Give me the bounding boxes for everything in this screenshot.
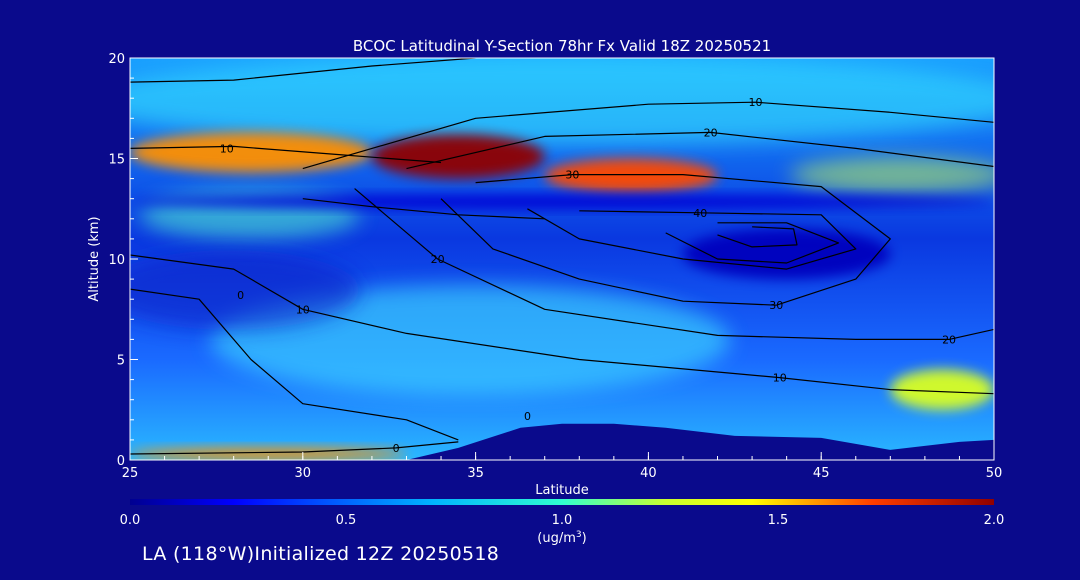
contour-line-10	[665, 222, 840, 264]
heat-feature-3	[130, 194, 994, 209]
x-tick-label: 45	[813, 466, 830, 481]
heat-feature-2	[544, 158, 718, 193]
x-axis: 25 30 35 40 45 50	[122, 452, 1003, 481]
contour-label: 10	[773, 372, 787, 385]
y-axis: 0 5 10 15 20	[108, 52, 138, 469]
colorbar-ticks: 0.0 0.5 1.0 1.5 2.0	[120, 513, 1005, 528]
colorbar-unit-part2: )	[582, 531, 587, 546]
heat-feature-6	[682, 228, 891, 280]
contour-label: 20	[942, 333, 956, 346]
x-tick-label: 35	[467, 466, 484, 481]
colorbar-tick-label: 2.0	[984, 513, 1005, 528]
footer-note: LA (118°W)Initialized 12Z 20250518	[142, 543, 500, 565]
contour-line-11	[717, 226, 798, 248]
contour-label: 40	[693, 207, 707, 220]
contour-line-5	[302, 101, 994, 170]
colorbar-unit-part1: (ug/m	[537, 531, 576, 546]
x-tick-label: 25	[122, 466, 139, 481]
contour-label: 30	[565, 169, 579, 182]
colorbar-unit-sup: 3	[576, 530, 582, 540]
contour-label: 10	[749, 96, 763, 109]
contour-label: 0	[524, 410, 531, 423]
contour-line-3	[130, 145, 442, 164]
contour-line-9	[527, 208, 857, 270]
x-tick-label: 30	[295, 466, 312, 481]
colorbar-tick-label: 0.5	[336, 513, 357, 528]
x-tick-label: 40	[640, 466, 657, 481]
mid-cyan-region	[210, 285, 730, 395]
contour-label: 10	[220, 142, 234, 155]
colorbar-unit-label: (ug/m3)	[537, 530, 586, 546]
y-axis-label: Altitude (km)	[87, 216, 102, 301]
contour-line-1	[130, 441, 459, 455]
contour-label: 20	[431, 253, 445, 266]
x-axis-label: Latitude	[535, 483, 589, 498]
contour-label: 30	[769, 299, 783, 312]
terrain-mask	[130, 423, 994, 460]
heat-feature-0	[130, 132, 372, 173]
x-tick-label: 50	[986, 466, 1003, 481]
heat-feature-5	[890, 369, 994, 410]
chart-title: BCOC Latitudinal Y-Section 78hr Fx Valid…	[353, 37, 771, 55]
colorbar	[130, 499, 994, 505]
y-tick-label: 15	[108, 153, 125, 168]
colorbar-tick-label: 1.0	[552, 513, 573, 528]
y-tick-label: 20	[108, 52, 125, 67]
contour-line-12	[302, 198, 545, 220]
upper-cyan-band	[130, 58, 994, 145]
contour-line-6	[354, 188, 994, 340]
contour-layer: 0 0 0 10 10 10 10 20 20 20 30 30 40	[130, 58, 994, 455]
left-dark-region	[130, 250, 360, 330]
colorbar-tick-label: 0.0	[120, 513, 141, 528]
contour-label: 0	[393, 442, 400, 455]
y-tick-label: 0	[117, 454, 125, 469]
plot-area: 0 0 0 10 10 10 10 20 20 20 30 30 40	[130, 58, 994, 460]
contour-line-7	[406, 131, 994, 170]
right-yellow-band	[790, 157, 994, 193]
colorbar-tick-label: 1.5	[768, 513, 789, 528]
contour-label: 20	[704, 126, 718, 139]
y-tick-label: 10	[108, 253, 125, 268]
contour-line-2	[130, 58, 476, 83]
contour-line-0	[130, 288, 459, 441]
contour-label: 0	[237, 289, 244, 302]
contour-line-8	[440, 174, 891, 306]
contour-label: 10	[296, 303, 310, 316]
y-tick-label: 5	[117, 354, 125, 369]
contour-line-4	[130, 254, 994, 395]
